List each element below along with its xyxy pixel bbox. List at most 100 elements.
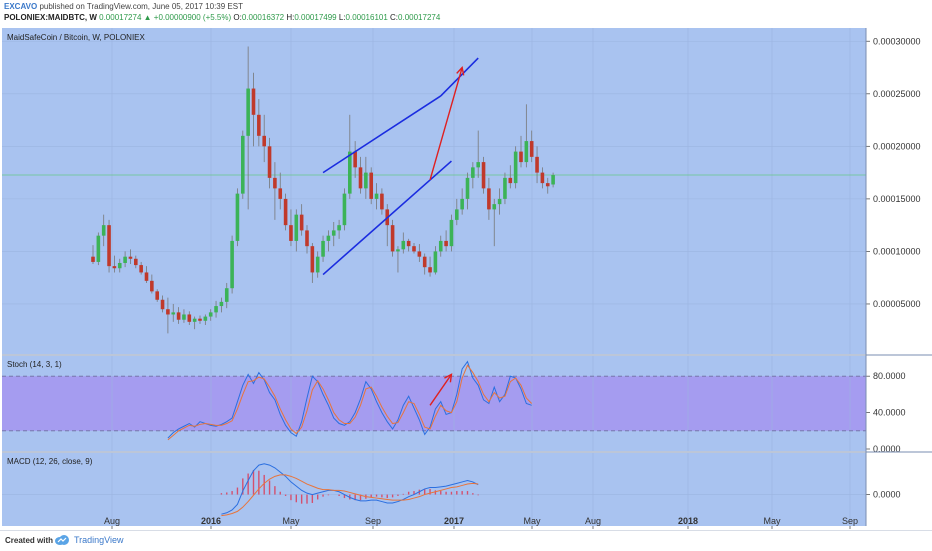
high-value: 0.00017499 [294,13,337,22]
candle-body [299,214,304,231]
candle-body [123,256,127,263]
candle-body [219,301,224,307]
publish-line: EXCAVO published on TradingView.com, Jun… [4,2,243,11]
price-change: ▲ +0.00000900 (+5.5%) [143,13,232,22]
candle-body [208,312,213,317]
candle-body [321,240,325,257]
candle-body [235,193,240,241]
x-tick-label: May [523,516,541,526]
candle-body [326,235,331,241]
x-tick-label: Sep [842,516,858,526]
price-pane-title: MaidSafeCoin / Bitcoin, W, POLONIEX [7,33,145,42]
low-label: L: [338,13,346,22]
y-tick-label: 0.00005000 [873,299,921,309]
candle-body [128,256,133,259]
candle-body [155,291,159,300]
candle-body [289,225,293,241]
candle-body [305,230,309,247]
candle-body [390,225,395,252]
candle-body [192,318,197,322]
candle-body [449,219,454,247]
close-label: C: [390,13,399,22]
ohlc-line: POLONIEX:MAIDBTC, W 0.00017274 ▲ +0.0000… [4,13,440,22]
candle-body [364,172,368,189]
candle-body [492,204,497,210]
y-tick-label: 0.00025000 [873,89,921,99]
y-tick-label: 80.0000 [873,371,906,381]
time-axis[interactable]: Aug 2016 May Sep 2017 May Aug 2018 May Sep [104,516,858,529]
candle-body [487,188,491,210]
open-label: O: [233,13,242,22]
candle-body [241,135,245,194]
candle-body [476,162,480,168]
x-tick-label: 2016 [201,516,221,526]
macd-axis-labels: 0.0000 [866,490,901,500]
y-tick-label: 0.00010000 [873,246,921,256]
candle-body [438,240,443,252]
y-tick-label: 0.0000 [873,444,901,454]
candle-body [497,198,502,205]
chart-area[interactable]: MaidSafeCoin / Bitcoin, W, POLONIEX 0.00… [0,28,932,530]
candle-body [96,235,101,262]
candle-body [545,183,550,187]
price-axis-labels: 0.00030000 0.00025000 0.00020000 0.00015000… [866,36,921,309]
candle-body [524,141,529,163]
macd-pane-title: MACD (12, 26, close, 9) [7,457,93,466]
candle-body [224,288,229,302]
channel-upper-line[interactable] [322,95,442,174]
candle-body [535,156,539,173]
price-target-arrow-head [456,66,465,76]
open-value: 0.00016372 [241,13,285,22]
symbol-info: POLONIEX:MAIDBTC, W [4,13,97,22]
candle-body [444,240,448,247]
created-with-label: Created with [5,536,54,545]
price-target-arrow[interactable] [429,67,463,181]
y-tick-label: 40.0000 [873,408,906,418]
candle-body [101,225,106,236]
chart-header: EXCAVO published on TradingView.com, Jun… [0,0,932,28]
candle-body [540,172,545,184]
candle-body [551,175,555,185]
x-tick-label: 2018 [678,516,698,526]
candle-body [176,312,181,320]
candle-body [358,167,363,189]
x-tick-label: Sep [365,516,381,526]
stoch-k-line [167,360,532,439]
candle-body [187,314,192,322]
candle-body [337,225,341,231]
candle-body [214,306,218,313]
candle-body [481,162,486,189]
macd-histogram [220,470,479,504]
macd-grid [2,453,866,526]
candle-body [471,167,475,178]
candle-body [310,246,315,273]
author-name[interactable]: EXCAVO [4,2,38,11]
macd-pane[interactable] [2,453,866,526]
candle-body [203,316,208,321]
candle-body [331,230,336,236]
footer: Created with TradingView [0,530,932,551]
macd-signal-line [221,474,479,517]
candle-body [150,280,154,292]
macd-line [221,463,479,515]
candle-body [262,135,266,147]
tradingview-brand[interactable]: TradingView [54,534,124,546]
tradingview-cloud-icon [55,535,69,545]
candle-body [503,177,507,199]
stoch-arrow-head [444,373,453,383]
trend-annotations[interactable] [322,57,479,276]
candle-body [230,240,234,289]
candle-body [112,266,117,269]
price-pane[interactable] [2,28,866,354]
candle-body [428,267,432,273]
candle-body [160,299,165,310]
stoch-grid [2,356,866,451]
stoch-axis-labels: 80.0000 40.0000 0.0000 [866,371,906,454]
stoch-arrow[interactable] [429,373,453,406]
stoch-d-line [167,364,533,441]
candle-body [107,225,111,267]
candle-body [353,151,357,168]
candle-body [406,240,411,247]
price-grid [2,28,866,354]
candle-body [278,188,283,199]
